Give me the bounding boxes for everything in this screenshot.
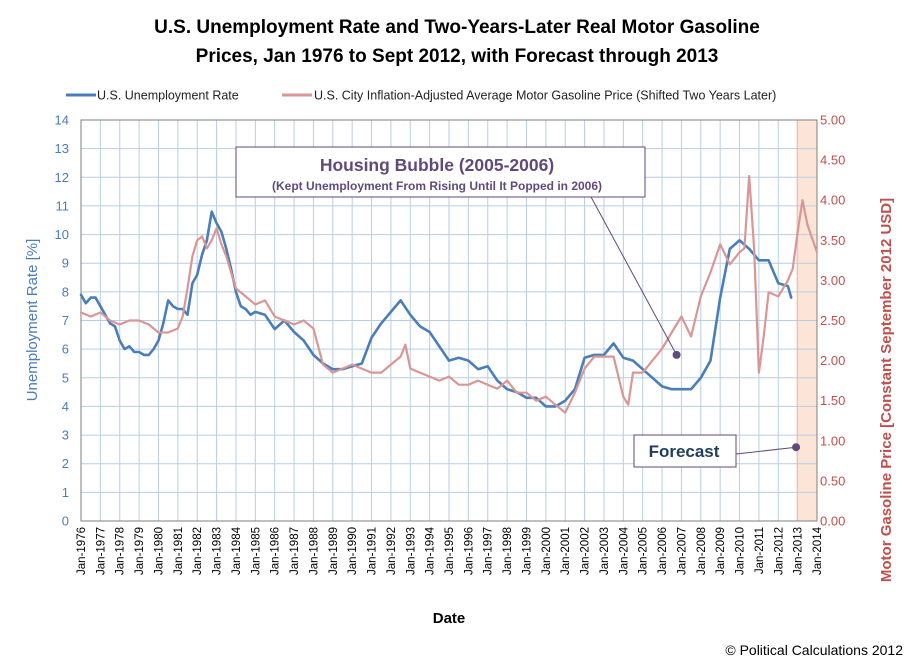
x-tick-label: Jan-1987 [289, 527, 301, 575]
y-right-tick-label: 3.00 [820, 273, 845, 288]
x-tick-label: Jan-1993 [405, 527, 417, 575]
x-tick-label: Jan-1996 [463, 527, 475, 575]
x-tick-label: Jan-1997 [483, 527, 495, 575]
copyright-credit: © Political Calculations 2012 [725, 642, 903, 658]
y-right-tick-label: 4.00 [820, 193, 845, 208]
y-right-tick-label: 1.50 [820, 393, 845, 408]
forecast-marker [792, 443, 801, 452]
y-left-tick-label: 0 [62, 514, 69, 529]
x-tick-label: Jan-2012 [773, 527, 785, 575]
y-right-axis-label: Motor Gasoline Price [Constant September… [878, 198, 895, 582]
y-right-tick-label: 3.50 [820, 233, 845, 248]
legend-label-unemployment: U.S. Unemployment Rate [97, 89, 239, 103]
y-right-tick-labels: 0.00 0.50 1.00 1.50 2.00 2.50 3.00 3.50 4.00 4.50… [820, 113, 845, 529]
y-left-tick-label: 9 [62, 256, 69, 271]
housing-bubble-title: Housing Bubble (2005-2006) [320, 155, 554, 175]
x-axis-label: Date [433, 610, 466, 627]
x-tick-label: Jan-1995 [444, 527, 456, 575]
x-tick-label: Jan-1994 [425, 526, 437, 575]
x-tick-label: Jan-2013 [793, 527, 805, 575]
x-tick-label: Jan-1992 [386, 527, 398, 575]
y-left-tick-label: 2 [62, 456, 69, 471]
x-tick-label: Jan-2014 [812, 526, 824, 575]
gasoline-price-line [79, 175, 819, 414]
legend-label-gasoline: U.S. City Inflation-Adjusted Average Mot… [314, 89, 776, 103]
housing-bubble-subtitle: (Kept Unemployment From Rising Until It … [272, 179, 602, 193]
x-tick-label: Jan-2001 [560, 527, 572, 575]
plot-border [80, 119, 818, 522]
x-tick-label: Jan-2004 [618, 526, 630, 575]
x-tick-label: Jan-1980 [153, 527, 165, 575]
y-left-tick-label: 5 [62, 370, 69, 385]
x-tick-label: Jan-2007 [676, 527, 688, 575]
forecast-label: Forecast [649, 442, 720, 461]
y-left-tick-label: 1 [62, 485, 69, 500]
x-tick-label: Jan-1976 [76, 527, 88, 575]
y-left-tick-label: 14 [55, 113, 69, 128]
x-tick-label: Jan-1982 [192, 527, 204, 575]
y-left-tick-label: 8 [62, 284, 69, 299]
x-tick-label: Jan-2006 [657, 527, 669, 575]
annotation-forecast: Forecast [633, 434, 801, 468]
x-tick-labels: Jan-1976 Jan-1977 Jan-1978 Jan-1979 Jan-1980… [76, 526, 824, 575]
series-lines [79, 175, 819, 414]
x-tick-label: Jan-2009 [715, 527, 727, 575]
x-tick-label: Jan-1984 [231, 526, 243, 575]
x-tick-label: Jan-2010 [735, 527, 747, 575]
y-left-tick-label: 4 [62, 399, 69, 414]
y-right-tick-label: 1.00 [820, 433, 845, 448]
x-tick-label: Jan-1977 [95, 527, 107, 575]
y-left-tick-label: 13 [55, 141, 69, 156]
x-tick-label: Jan-2005 [638, 527, 650, 575]
x-tick-label: Jan-2008 [696, 527, 708, 575]
unemployment-rate-line [79, 210, 793, 408]
x-tick-label: Jan-1985 [250, 527, 262, 575]
y-left-tick-label: 10 [55, 227, 69, 242]
housing-bubble-leader-line [589, 194, 678, 356]
x-tick-label: Jan-1991 [367, 527, 379, 575]
chart-title-line-1: U.S. Unemployment Rate and Two-Years-Lat… [154, 17, 760, 38]
x-tick-label: Jan-1999 [521, 527, 533, 575]
x-tick-label: Jan-1981 [173, 527, 185, 575]
y-left-axis-label: Unemployment Rate [%] [24, 239, 41, 402]
x-tick-label: Jan-1983 [212, 527, 224, 575]
y-right-tick-label: 4.50 [820, 153, 845, 168]
y-left-tick-label: 6 [62, 342, 69, 357]
annotation-housing-bubble: Housing Bubble (2005-2006) (Kept Unemplo… [235, 146, 681, 359]
y-left-tick-label: 12 [55, 170, 69, 185]
housing-bubble-box [235, 146, 646, 198]
x-tick-label: Jan-1988 [308, 527, 320, 575]
x-tick-label: Jan-1990 [347, 527, 359, 575]
x-tick-label: Jan-2000 [541, 527, 553, 575]
y-right-tick-label: 2.00 [820, 353, 845, 368]
y-right-tick-label: 5.00 [820, 113, 845, 128]
x-tick-label: Jan-1989 [328, 527, 340, 575]
x-tick-label: Jan-1979 [134, 527, 146, 575]
y-left-tick-label: 11 [56, 198, 70, 213]
x-tick-label: Jan-1978 [115, 527, 127, 575]
y-left-tick-label: 3 [62, 428, 69, 443]
housing-bubble-marker [672, 350, 681, 359]
legend: U.S. Unemployment Rate U.S. City Inflati… [66, 89, 776, 103]
forecast-leader-line [735, 446, 797, 455]
chart-title-line-2: Prices, Jan 1976 to Sept 2012, with Fore… [196, 46, 719, 67]
y-left-tick-label: 7 [62, 313, 69, 328]
x-tick-label: Jan-2011 [754, 527, 766, 574]
y-right-tick-label: 0.00 [820, 514, 845, 529]
x-tick-label: Jan-1986 [270, 527, 282, 575]
x-tick-label: Jan-2002 [580, 527, 592, 575]
y-right-tick-label: 0.50 [820, 473, 845, 488]
y-right-tick-label: 2.50 [820, 313, 845, 328]
x-tick-label: Jan-1998 [502, 527, 514, 575]
x-tick-label: Jan-2003 [599, 527, 611, 575]
forecast-box [633, 434, 737, 468]
